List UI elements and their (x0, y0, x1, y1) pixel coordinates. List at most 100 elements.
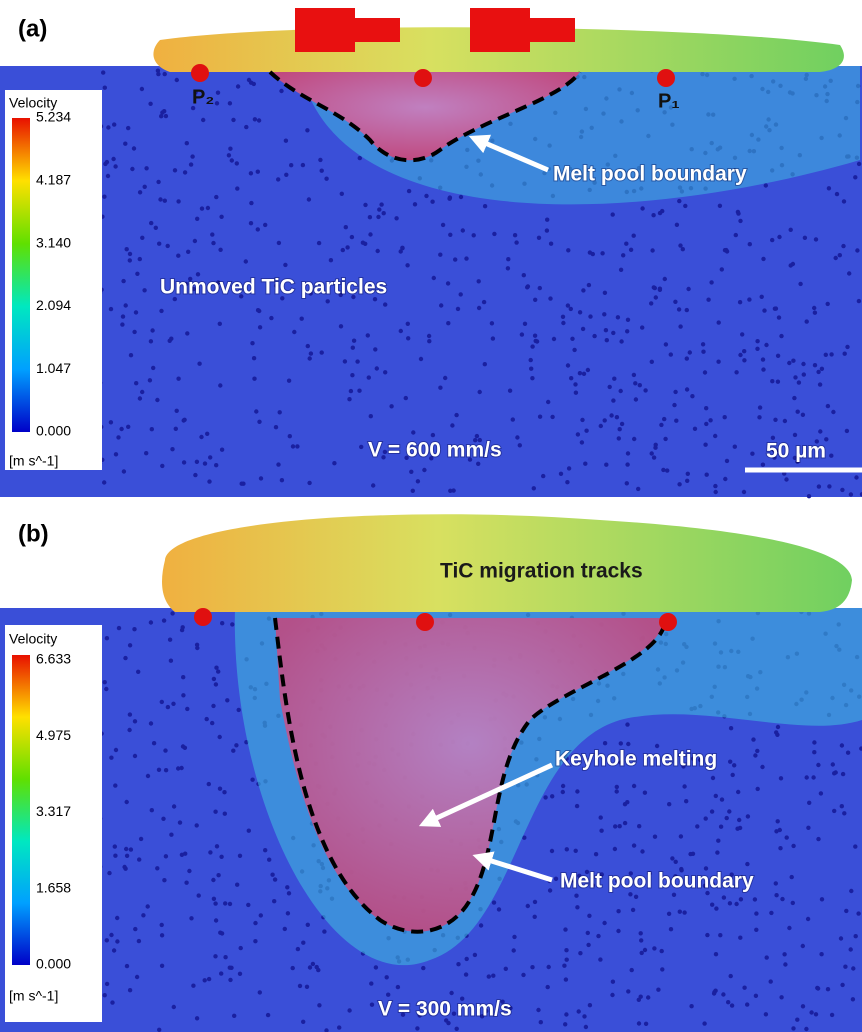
particle (640, 325, 645, 330)
particle (316, 240, 322, 246)
particle (677, 482, 682, 487)
particle (282, 926, 287, 932)
particle (258, 476, 264, 481)
particle (830, 762, 835, 767)
particle (637, 824, 642, 829)
particle (742, 349, 747, 354)
particle (569, 376, 574, 381)
legend-ticks: 6.633 4.975 3.317 1.658 0.000 (36, 651, 71, 972)
particle (153, 225, 158, 230)
particle (760, 462, 766, 467)
particle (757, 405, 763, 410)
particle (553, 876, 559, 881)
particle (795, 459, 800, 464)
particle (687, 350, 692, 355)
particle (127, 988, 133, 993)
particle (721, 895, 727, 900)
particle (610, 212, 615, 217)
particle (667, 802, 672, 807)
particle (482, 204, 488, 209)
particle (113, 853, 118, 858)
panel-label: (a) (18, 15, 47, 42)
particle (351, 338, 357, 343)
particle (424, 193, 429, 199)
particle (205, 205, 211, 211)
particle (451, 488, 456, 493)
particle (735, 826, 740, 831)
particle (702, 370, 708, 375)
particle (792, 395, 797, 401)
particle (793, 375, 798, 380)
particle (651, 285, 656, 290)
particle (839, 804, 844, 809)
particle (787, 360, 792, 366)
particle (254, 409, 259, 414)
particle (775, 353, 781, 358)
particle (213, 918, 219, 923)
particle (760, 357, 766, 362)
particle (302, 282, 307, 287)
particle (395, 984, 401, 990)
particle (602, 418, 607, 423)
particle (273, 425, 279, 430)
particle (134, 381, 139, 386)
particle (363, 202, 368, 208)
particle (536, 235, 542, 240)
particle (829, 352, 834, 357)
particle (619, 339, 624, 344)
particle (263, 222, 268, 228)
particle (127, 258, 132, 263)
particle (116, 625, 122, 631)
particle (430, 199, 435, 204)
colorbar (12, 118, 30, 432)
particle (618, 267, 624, 272)
particle (660, 208, 665, 214)
particle (159, 922, 164, 928)
particle (812, 750, 817, 755)
particle (679, 866, 684, 872)
particle (156, 767, 162, 772)
particle (628, 892, 633, 897)
particle (685, 478, 690, 483)
particle (823, 352, 828, 357)
particle (812, 363, 818, 368)
particle (133, 926, 138, 932)
particle (250, 777, 255, 782)
particle (170, 447, 175, 452)
particle (246, 902, 251, 908)
particle (737, 817, 742, 823)
particle (673, 874, 678, 879)
particle (375, 248, 380, 254)
particle (220, 621, 225, 626)
particle (779, 995, 784, 1000)
particle (519, 332, 525, 337)
particle (290, 965, 295, 971)
particle (186, 249, 191, 254)
particle (192, 238, 198, 244)
particle (517, 443, 522, 448)
particle (283, 138, 289, 143)
particle (587, 913, 592, 918)
particle (112, 122, 117, 127)
particle (138, 836, 144, 842)
particle (574, 893, 579, 898)
particle (738, 897, 744, 902)
particle (710, 902, 715, 907)
particle (231, 748, 236, 753)
particle (232, 1013, 237, 1018)
particle (214, 665, 219, 670)
particle (141, 913, 146, 918)
particle (184, 281, 189, 287)
particle (782, 952, 787, 957)
particle (816, 836, 821, 842)
particle (127, 712, 133, 717)
particle (360, 240, 366, 245)
particle (227, 965, 232, 970)
particle (492, 231, 497, 237)
particle (625, 451, 631, 456)
particle (176, 253, 181, 258)
particle (350, 345, 355, 350)
particle (111, 948, 117, 953)
annotation: Melt pool boundary (553, 163, 747, 186)
particle (379, 202, 384, 207)
